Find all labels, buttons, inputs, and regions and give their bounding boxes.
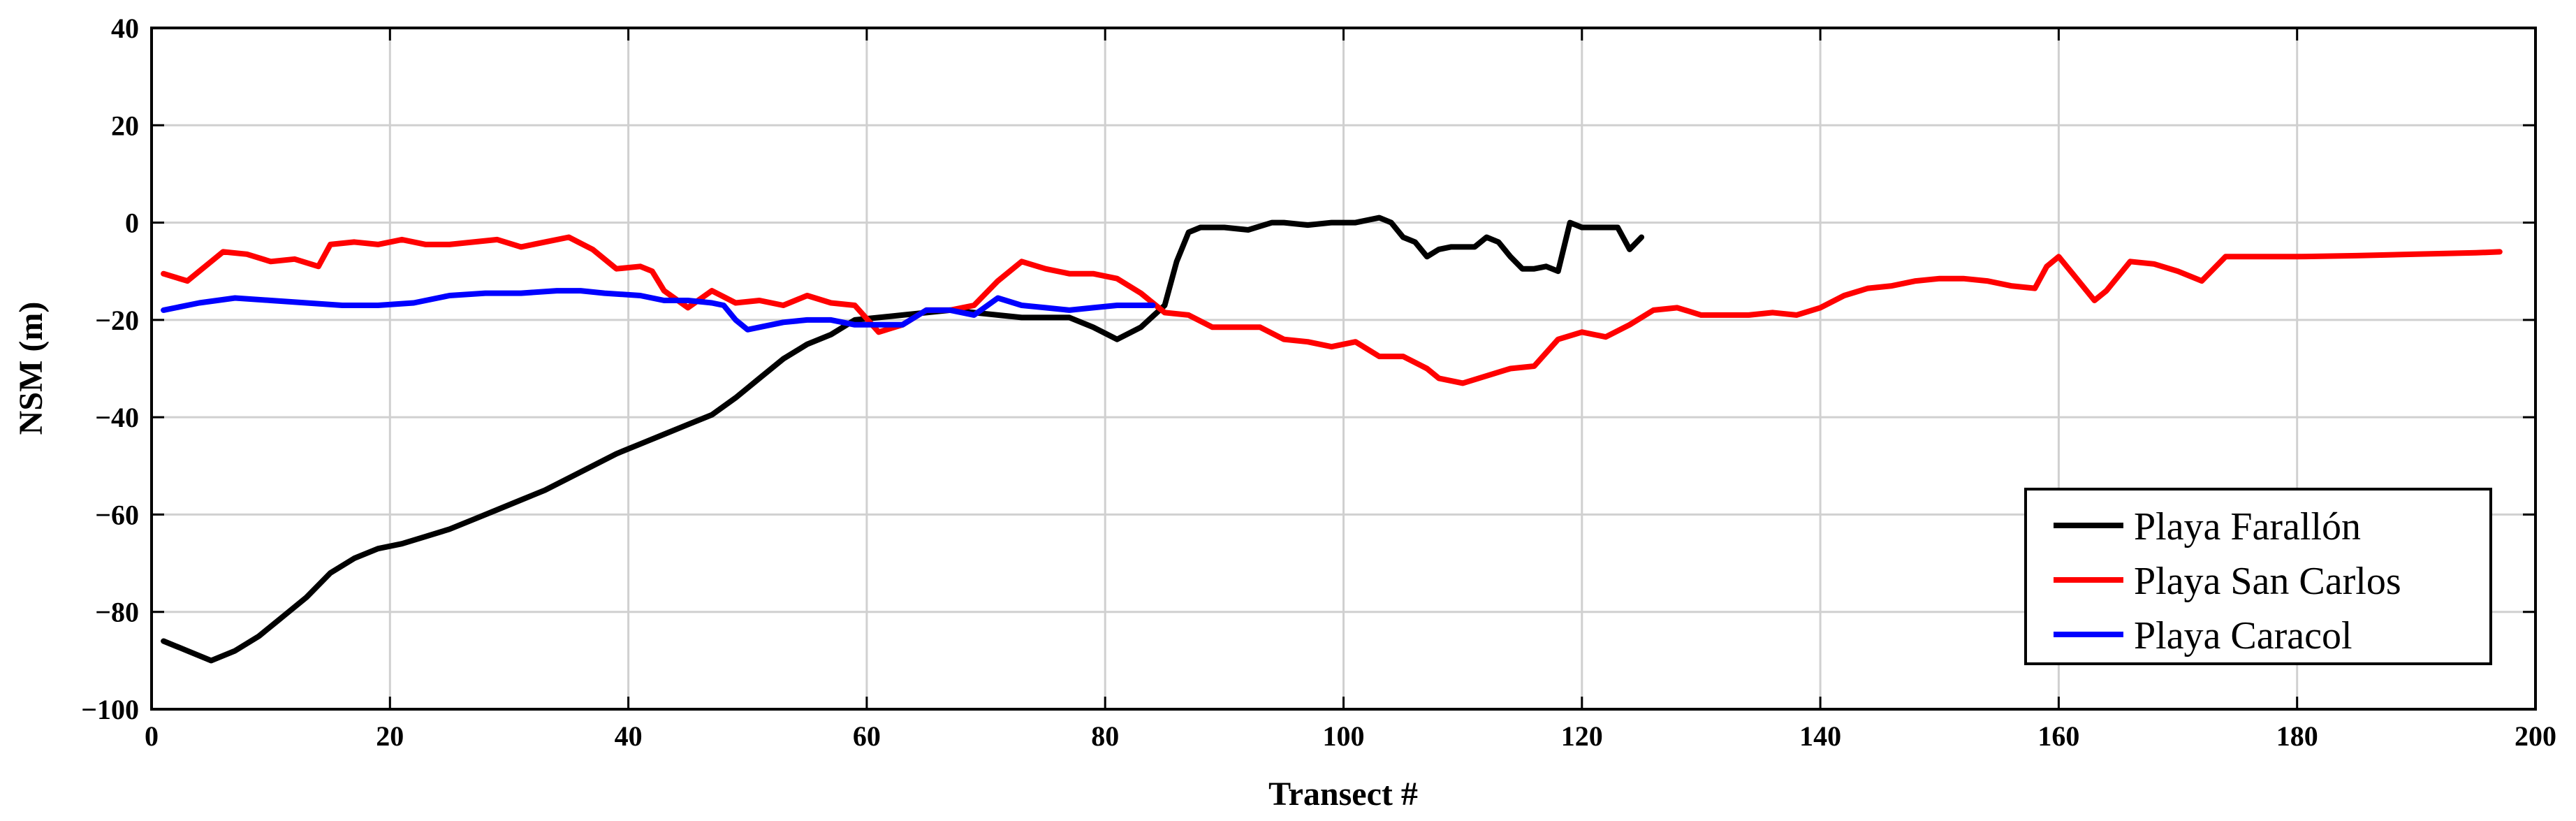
- x-tick-label: 200: [2515, 720, 2556, 752]
- series-line-caracol: [161, 288, 1156, 333]
- y-tick-label: −40: [95, 402, 139, 433]
- x-tick-label: 60: [853, 720, 881, 752]
- x-tick-label: 160: [2037, 720, 2079, 752]
- y-tick-labels: −100 −80 −60 −40 −20 0 20 40: [81, 13, 139, 725]
- legend-label-san-carlos: Playa San Carlos: [2134, 560, 2401, 603]
- y-axis-title: NSM (m): [13, 302, 50, 435]
- x-tick-label: 80: [1091, 720, 1119, 752]
- x-tick-labels: 0 20 40 60 80 100 120 140 160 180 200: [145, 720, 2556, 752]
- series-lines: [161, 215, 2503, 664]
- series-line-farallon: [161, 215, 1645, 664]
- y-tick-label: 20: [111, 110, 139, 141]
- x-tick-label: 180: [2276, 720, 2318, 752]
- x-tick-label: 100: [1323, 720, 1365, 752]
- y-tick-label: 0: [125, 208, 139, 239]
- series-line-san-carlos: [161, 234, 2503, 386]
- x-tick-label: 20: [376, 720, 404, 752]
- x-axis-title: Transect #: [1268, 776, 1418, 813]
- y-tick-label: −20: [95, 305, 139, 336]
- axis-ticks: [150, 27, 2537, 711]
- x-tick-label: 120: [1561, 720, 1603, 752]
- legend: Playa Farallón Playa San Carlos Playa Ca…: [2024, 488, 2492, 665]
- x-tick-label: 0: [145, 720, 159, 752]
- legend-label-caracol: Playa Caracol: [2134, 614, 2352, 657]
- legend-label-farallon: Playa Farallón: [2134, 505, 2361, 548]
- x-tick-label: 140: [1799, 720, 1841, 752]
- y-tick-label: −60: [95, 499, 139, 530]
- y-tick-label: 40: [111, 13, 139, 44]
- y-tick-label: −80: [95, 597, 139, 628]
- x-tick-label: 40: [615, 720, 643, 752]
- y-tick-label: −100: [81, 694, 139, 725]
